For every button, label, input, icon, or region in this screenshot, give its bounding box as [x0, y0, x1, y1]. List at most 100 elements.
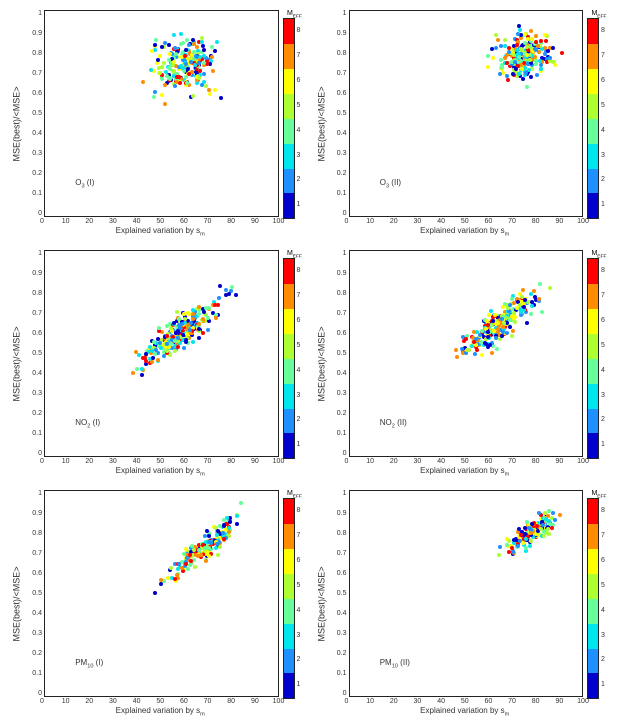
scatter-point — [208, 92, 212, 96]
scatter-point — [187, 72, 191, 76]
scatter-point — [184, 62, 188, 66]
scatter-point — [206, 328, 210, 332]
colorbar-title: MEFF — [587, 490, 611, 498]
y-ticks: 10.90.80.70.60.50.40.30.20.10 — [24, 490, 44, 697]
scatter-point — [184, 48, 188, 52]
scatter-point — [528, 58, 532, 62]
colorbar-ticks: 87654321 — [599, 18, 611, 217]
scatter-point — [156, 358, 160, 362]
scatter-point — [507, 539, 511, 543]
scatter-point — [524, 546, 528, 550]
scatter-point — [537, 511, 541, 515]
scatter-point — [189, 60, 193, 64]
scatter-point — [186, 67, 190, 71]
x-ticks: 0102030405060708090100 — [42, 457, 279, 467]
scatter-point — [172, 33, 176, 37]
scatter-point — [194, 54, 198, 58]
scatter-point — [213, 49, 217, 53]
scatter-point — [199, 553, 203, 557]
scatter-point — [188, 553, 192, 557]
scatter-point — [202, 61, 206, 65]
scatter-point — [239, 501, 243, 505]
scatter-point — [553, 63, 557, 67]
scatter-point — [177, 75, 181, 79]
plot-area: NO2 (II) — [349, 250, 584, 457]
scatter-point — [168, 353, 172, 357]
colorbar-title: MEFF — [587, 10, 611, 18]
scatter-point — [167, 43, 171, 47]
scatter-point — [503, 38, 507, 42]
scatter-point — [198, 69, 202, 73]
scatter-point — [522, 305, 526, 309]
scatter-point — [551, 511, 555, 515]
scatter-point — [525, 53, 529, 57]
scatter-point — [204, 559, 208, 563]
scatter-point — [478, 333, 482, 337]
scatter-point — [505, 74, 509, 78]
scatter-point — [527, 68, 531, 72]
scatter-point — [197, 61, 201, 65]
plot-area: O3 (I) — [44, 10, 279, 217]
scatter-point — [230, 285, 234, 289]
scatter-point — [496, 330, 500, 334]
colorbar-title: MEFF — [283, 10, 307, 18]
scatter-point — [175, 310, 179, 314]
scatter-point — [173, 349, 177, 353]
scatter-point — [511, 72, 515, 76]
scatter-point — [511, 550, 515, 554]
scatter-point — [524, 537, 528, 541]
scatter-point — [479, 340, 483, 344]
scatter-point — [511, 329, 515, 333]
y-axis-label: MSE(best)/<MSE> — [12, 326, 22, 401]
colorbar: MEFF87654321 — [587, 250, 611, 457]
scatter-point — [521, 77, 525, 81]
scatter-point — [510, 314, 514, 318]
scatter-point — [538, 59, 542, 63]
scatter-point — [525, 45, 529, 49]
scatter-point — [523, 32, 527, 36]
scatter-point — [137, 353, 141, 357]
x-axis-label: Explained variation by sm — [347, 706, 584, 718]
scatter-point — [202, 48, 206, 52]
scatter-point — [464, 337, 468, 341]
scatter-point — [486, 65, 490, 69]
y-ticks: 10.90.80.70.60.50.40.30.20.10 — [24, 10, 44, 217]
scatter-point — [520, 295, 524, 299]
scatter-point — [522, 308, 526, 312]
scatter-point — [486, 335, 490, 339]
scatter-point — [152, 95, 156, 99]
colorbar: MEFF87654321 — [587, 10, 611, 217]
x-ticks: 0102030405060708090100 — [42, 217, 279, 227]
scatter-point — [540, 310, 544, 314]
scatter-point — [227, 292, 231, 296]
scatter-point — [182, 346, 186, 350]
x-ticks: 0102030405060708090100 — [347, 217, 584, 227]
scatter-point — [222, 523, 226, 527]
scatter-point — [486, 323, 490, 327]
scatter-point — [149, 68, 153, 72]
scatter-point — [211, 69, 215, 73]
scatter-point — [235, 514, 239, 518]
scatter-point — [534, 34, 538, 38]
scatter-point — [491, 56, 495, 60]
colorbar-title: MEFF — [587, 250, 611, 258]
panel-label: NO2 (I) — [75, 418, 100, 430]
scatter-point — [197, 548, 201, 552]
scatter-point — [171, 63, 175, 67]
scatter-point — [217, 296, 221, 300]
scatter-point — [498, 72, 502, 76]
scatter-point — [140, 373, 144, 377]
scatter-point — [495, 347, 499, 351]
scatter-point — [186, 567, 190, 571]
scatter-point — [488, 343, 492, 347]
scatter-point — [514, 67, 518, 71]
y-axis-label: MSE(best)/<MSE> — [317, 326, 327, 401]
scatter-point — [472, 340, 476, 344]
scatter-point — [528, 544, 532, 548]
colorbar: MEFF87654321 — [587, 490, 611, 697]
y-ticks: 10.90.80.70.60.50.40.30.20.10 — [24, 250, 44, 457]
scatter-point — [198, 55, 202, 59]
plot-area: PM10 (I) — [44, 490, 279, 697]
scatter-point — [190, 544, 194, 548]
scatter-point — [172, 69, 176, 73]
